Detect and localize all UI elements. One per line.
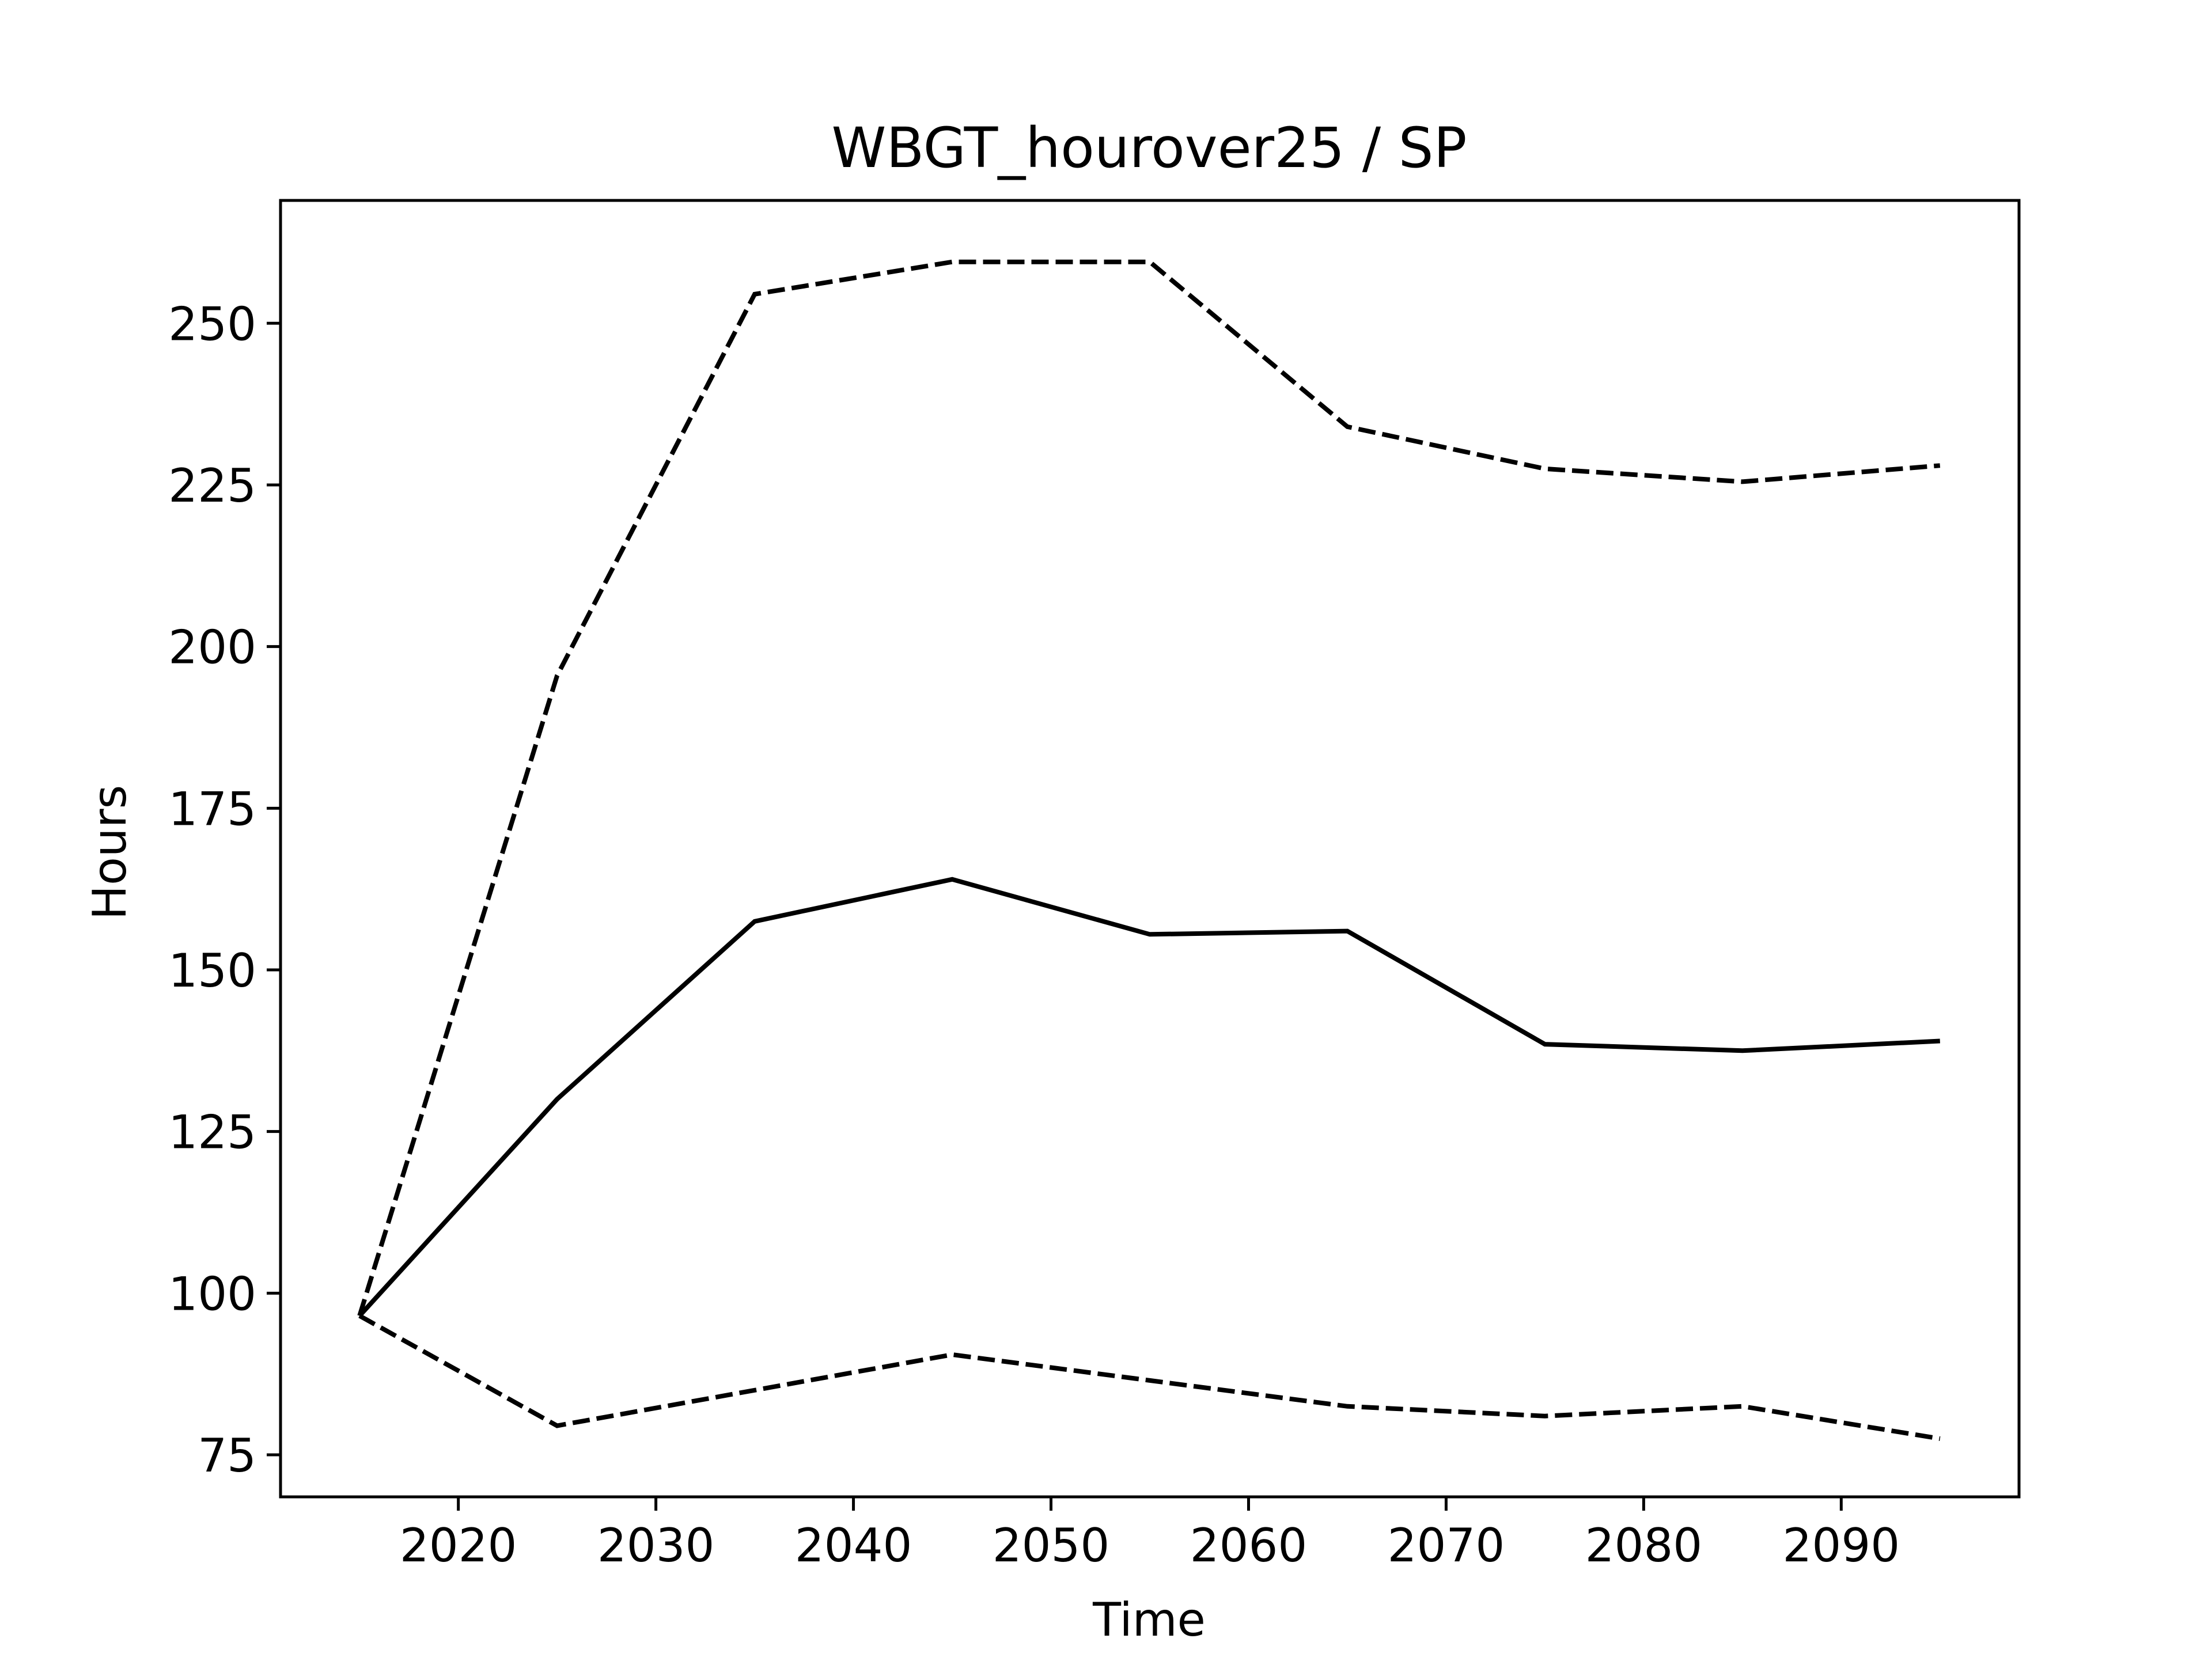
series-layer [357,259,1941,1441]
chart-title: WBGT_hourover25 / SP [832,116,1467,180]
x-tick-label: 2080 [1585,1519,1703,1572]
y-tick-label: 200 [168,621,256,674]
lower-bound-series-line [358,1314,1941,1441]
x-tick-label: 2050 [993,1519,1110,1572]
x-axis: 2020 2030 2040 2050 2060 2070 2080 2090 [400,1497,1900,1572]
y-tick-label: 175 [168,782,256,836]
upper-bound-series-line [357,259,1941,1317]
x-axis-label: Time [1092,1593,1206,1647]
y-tick-label: 250 [168,297,256,351]
mean-series-line [358,877,1940,1318]
y-axis-label: Hours [83,785,137,920]
x-tick-label: 2060 [1190,1519,1308,1572]
y-tick-label: 150 [168,944,256,998]
y-tick-label: 125 [168,1106,256,1159]
y-tick-label: 100 [168,1267,256,1321]
plot-frame [279,199,2021,1499]
y-tick-label: 225 [168,459,256,513]
x-tick-label: 2020 [400,1519,517,1572]
x-tick-label: 2090 [1783,1519,1900,1572]
x-tick-label: 2040 [795,1519,912,1572]
x-tick-label: 2070 [1388,1519,1505,1572]
x-tick-label: 2030 [597,1519,715,1572]
y-axis: 75 100 125 150 175 200 225 250 [168,297,281,1482]
y-tick-label: 75 [198,1429,256,1482]
